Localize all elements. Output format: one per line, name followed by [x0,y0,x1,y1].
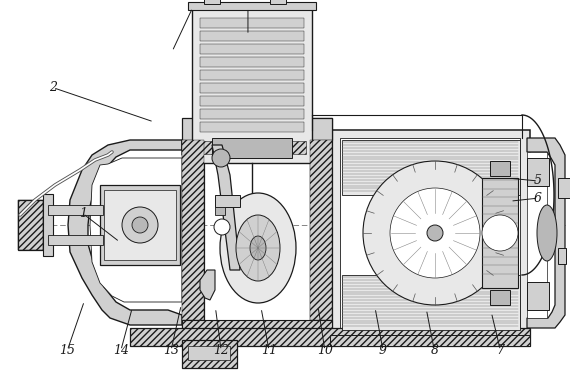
Bar [527,282,549,310]
Ellipse shape [220,193,296,303]
Bar [310,140,332,320]
Bar [215,207,225,215]
Text: 2: 2 [49,81,57,94]
Bar [310,118,332,340]
Bar [200,109,304,119]
Bar [212,138,292,158]
Bar [182,118,332,140]
Polygon shape [68,140,182,325]
Bar [342,140,520,195]
Ellipse shape [236,215,280,281]
Bar [490,290,510,305]
Bar [182,320,332,340]
Ellipse shape [537,205,557,261]
Bar [182,340,237,368]
Ellipse shape [363,161,507,305]
Bar [527,152,547,318]
Text: 13: 13 [163,344,179,357]
Text: 1: 1 [79,207,87,220]
Bar [340,138,520,332]
Text: 14: 14 [113,344,129,357]
Bar [192,8,312,163]
Bar [558,178,570,198]
Polygon shape [182,118,312,155]
Ellipse shape [482,215,518,251]
Bar [100,185,180,265]
Bar [104,190,176,260]
Bar [204,0,220,4]
Bar [182,140,204,320]
Bar [48,205,103,215]
Bar [182,140,204,340]
Bar [130,328,530,346]
Text: 7: 7 [496,344,504,357]
Bar [200,31,304,41]
Bar [200,122,304,132]
Ellipse shape [212,149,230,167]
Bar [215,195,240,207]
Bar [330,335,530,346]
Text: 9: 9 [379,344,387,357]
Text: 5: 5 [534,174,542,187]
Text: 6: 6 [534,192,542,205]
Bar [200,18,304,28]
Bar [18,200,43,250]
Bar [188,346,230,360]
Text: 12: 12 [213,344,229,357]
Text: 10: 10 [317,344,333,357]
Bar [527,158,549,186]
Polygon shape [200,270,215,300]
Bar [200,57,304,67]
Bar [18,200,43,250]
Ellipse shape [132,217,148,233]
Bar [200,96,304,106]
Bar [43,194,53,256]
Ellipse shape [214,219,230,235]
Bar [200,83,304,93]
Bar [342,275,520,330]
Bar [558,248,566,264]
Text: 15: 15 [59,344,75,357]
Bar [270,0,286,4]
Bar [48,235,103,245]
Text: 8: 8 [430,344,438,357]
Bar [490,161,510,176]
Ellipse shape [250,236,266,260]
Bar [482,178,518,288]
Polygon shape [527,138,565,328]
Polygon shape [90,158,182,302]
Bar [200,70,304,80]
Ellipse shape [122,207,158,243]
Ellipse shape [390,188,480,278]
Ellipse shape [427,225,443,241]
Polygon shape [212,145,240,270]
Bar [188,2,316,10]
Bar [330,130,530,340]
Text: 11: 11 [261,344,277,357]
Bar [186,141,306,154]
Bar [200,44,304,54]
